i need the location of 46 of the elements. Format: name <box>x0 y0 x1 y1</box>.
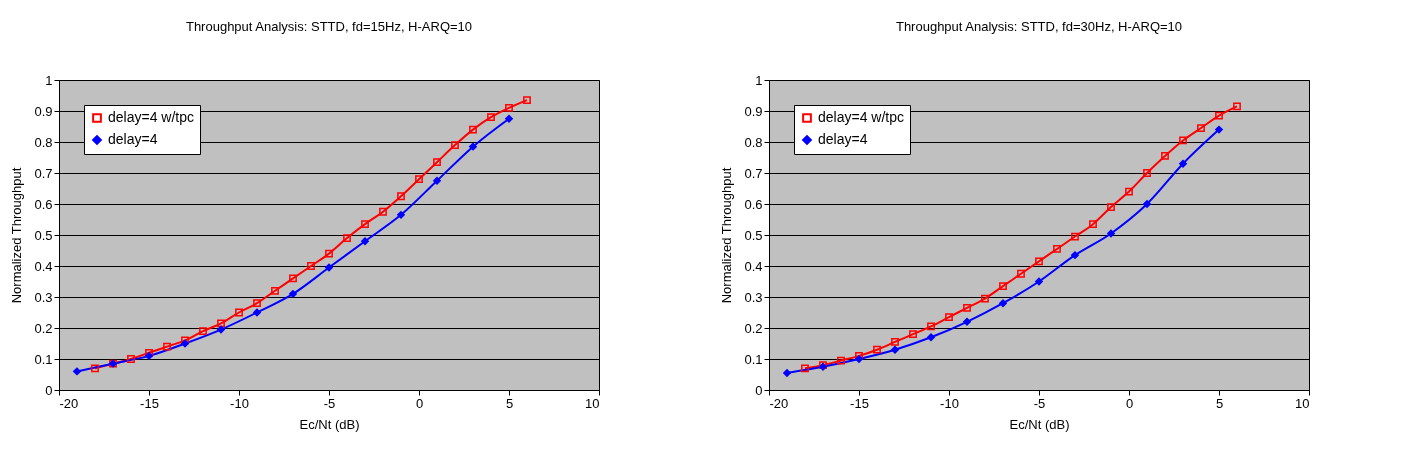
x-tick-label: 0 <box>1125 395 1134 411</box>
y-tick-label: 0 <box>45 382 53 398</box>
x-tick-label: -10 <box>230 395 249 411</box>
x-tick-label: -5 <box>1033 395 1046 411</box>
y-tick-label: 0.6 <box>34 196 53 212</box>
y-tick-label: 0.2 <box>34 320 53 336</box>
y-axis-title: Normalized Throughput <box>9 167 25 304</box>
x-tick-label: -20 <box>59 395 79 411</box>
chart-title: Throughput Analysis: STTD, fd=30Hz, H-ARQ=10 <box>895 19 1183 34</box>
y-tick-label: 0 <box>755 382 763 398</box>
x-tick-label: -15 <box>140 395 159 411</box>
x-tick-label: 5 <box>1215 395 1224 411</box>
y-tick-label: 0.3 <box>34 289 53 305</box>
x-tick-label: -5 <box>323 395 336 411</box>
y-axis-title: Normalized Throughput <box>719 167 735 304</box>
legend-label: delay=4 <box>108 131 158 147</box>
x-tick-label: 5 <box>505 395 514 411</box>
y-tick-label: 0.3 <box>744 289 763 305</box>
y-tick-label: 0.4 <box>34 258 53 274</box>
x-tick-label: 10 <box>1295 395 1310 411</box>
y-tick-label: 0.6 <box>744 196 763 212</box>
chart-title: Throughput Analysis: STTD, fd=15Hz, H-ARQ=10 <box>185 19 473 34</box>
y-tick-label: 0.9 <box>34 103 53 119</box>
y-tick-label: 0.1 <box>744 351 763 367</box>
y-tick-label: 0.7 <box>34 165 53 181</box>
y-tick-label: 0.8 <box>34 134 53 150</box>
x-tick-label: -20 <box>769 395 789 411</box>
y-tick-label: 1 <box>755 72 763 88</box>
legend-label: delay=4 w/tpc <box>818 109 904 125</box>
x-axis-title: Ec/Nt (dB) <box>1009 416 1070 432</box>
legend-label: delay=4 <box>818 131 868 147</box>
y-tick-label: 0.5 <box>744 227 763 243</box>
x-tick-label: 0 <box>415 395 424 411</box>
y-tick-label: 0.1 <box>34 351 53 367</box>
x-tick-label: -15 <box>850 395 869 411</box>
legend-label: delay=4 w/tpc <box>108 109 194 125</box>
y-tick-label: 1 <box>45 72 53 88</box>
x-tick-label: 10 <box>585 395 600 411</box>
x-tick-label: -10 <box>940 395 959 411</box>
y-tick-label: 0.8 <box>744 134 763 150</box>
y-tick-label: 0.4 <box>744 258 763 274</box>
y-tick-label: 0.5 <box>34 227 53 243</box>
y-tick-label: 0.9 <box>744 103 763 119</box>
y-tick-label: 0.7 <box>744 165 763 181</box>
x-axis-title: Ec/Nt (dB) <box>299 416 360 432</box>
y-tick-label: 0.2 <box>744 320 763 336</box>
